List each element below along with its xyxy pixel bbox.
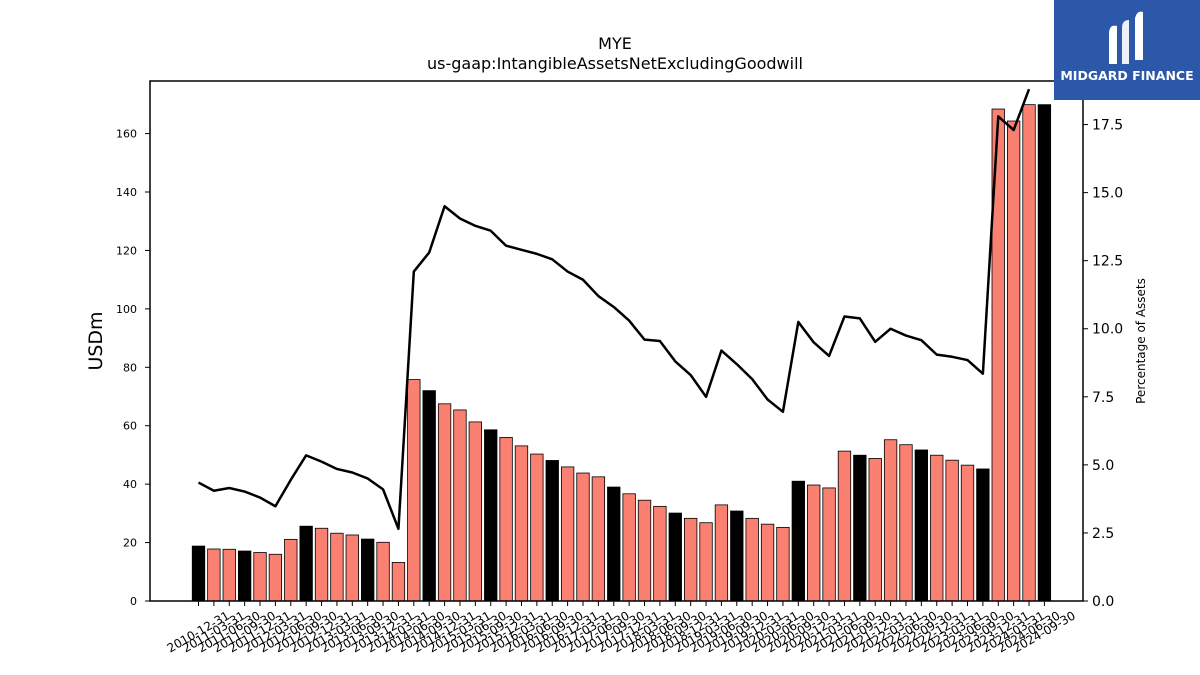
bar (345, 534, 359, 602)
bar (361, 538, 375, 602)
y-tick-label: 120 (116, 244, 137, 257)
bar (499, 436, 513, 602)
bar (883, 439, 898, 602)
bar (422, 390, 436, 602)
bar (684, 517, 698, 602)
bar (191, 545, 206, 602)
bar (760, 523, 775, 602)
y2-tick-label: 12.5 (1092, 254, 1123, 270)
x-axis: 2010-12-312011-03-312011-06-302011-09-30… (165, 601, 1078, 655)
y-axis-label: USDm (85, 311, 107, 370)
bar (545, 460, 559, 602)
bar (730, 510, 744, 602)
y-tick-label: 140 (116, 186, 137, 199)
bar (822, 487, 836, 602)
bar (899, 444, 913, 602)
bar (1037, 104, 1052, 602)
bar (607, 486, 621, 602)
bar (222, 548, 236, 602)
y-tick-label: 20 (123, 537, 137, 550)
y2-tick-label: 15.0 (1092, 186, 1123, 202)
plot-frame (149, 80, 1084, 602)
bar (299, 525, 313, 602)
bar (945, 459, 959, 602)
bar (653, 505, 667, 602)
bar (976, 468, 990, 602)
bar (807, 484, 821, 602)
brand-logo: MIDGARD FINANCE (1054, 0, 1200, 100)
bar (668, 512, 682, 602)
line-layer (197, 88, 1031, 531)
y-tick-label: 100 (116, 303, 137, 316)
y2-tick-label: 7.5 (1092, 390, 1114, 406)
y2-tick-label: 10.0 (1092, 322, 1123, 338)
bar (514, 445, 529, 602)
bar (622, 493, 636, 602)
chart-title: MYE (598, 34, 632, 53)
bar (576, 472, 590, 602)
bar (314, 527, 329, 602)
bar (391, 562, 406, 602)
bar (591, 476, 606, 602)
y2-tick-label: 2.5 (1092, 526, 1114, 542)
bar (268, 553, 283, 602)
bar (560, 466, 575, 602)
bar (253, 552, 267, 602)
bar (637, 499, 652, 602)
y-tick-label: 40 (123, 478, 137, 491)
bar (853, 454, 867, 602)
y2-tick-label: 5.0 (1092, 458, 1114, 474)
bar (1022, 104, 1036, 602)
bar (837, 450, 852, 602)
chart-subtitle: us-gaap:IntangibleAssetsNetExcludingGood… (427, 54, 803, 73)
bar (745, 517, 759, 602)
y2-axis: 0.0 2.5 5.0 7.5 10.0 12.5 15.0 17.5 (1083, 118, 1123, 610)
bar (960, 464, 975, 602)
bar (376, 541, 390, 602)
y-axis: 0 20 40 60 80 100 120 140 160 (116, 128, 150, 608)
y-tick-label: 160 (116, 128, 137, 141)
bar (437, 403, 452, 602)
bars (191, 104, 1052, 602)
bar (207, 548, 221, 602)
bar (776, 526, 790, 602)
y-tick-label: 60 (123, 420, 137, 433)
bar (237, 550, 252, 602)
bar (407, 379, 421, 602)
y2-tick-label: 17.5 (1092, 118, 1123, 134)
y-tick-label: 0 (130, 595, 137, 608)
bar (868, 458, 882, 602)
logo-text: MIDGARD FINANCE (1060, 68, 1194, 83)
bar (791, 480, 805, 602)
bar (699, 522, 713, 602)
bar (330, 532, 344, 602)
bar (284, 538, 298, 602)
midgard-logo-icon (1109, 11, 1143, 64)
y2-axis-label: Percentage of Assets (1134, 278, 1148, 404)
bar (914, 449, 929, 602)
percentage-line (197, 88, 1031, 531)
bar (714, 504, 729, 602)
bar (530, 453, 544, 602)
bar (484, 429, 498, 602)
y-tick-label: 80 (123, 361, 137, 374)
bar (453, 409, 467, 602)
bar (930, 454, 944, 602)
bar (468, 421, 482, 602)
y2-tick-label: 0.0 (1092, 594, 1114, 610)
bar (1006, 120, 1021, 602)
